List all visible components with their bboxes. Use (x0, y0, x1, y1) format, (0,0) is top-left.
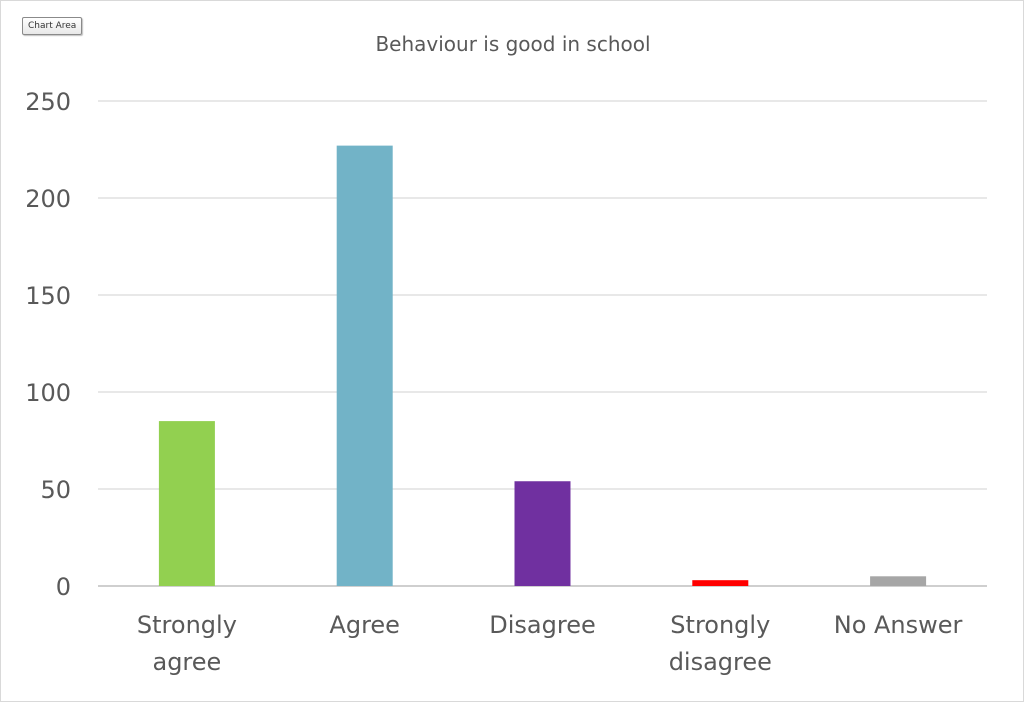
bar-no-answer[interactable] (870, 576, 927, 586)
y-tick-label: 150 (25, 282, 71, 310)
y-tick-label: 250 (25, 88, 71, 116)
y-axis-ticks: 0 50 100 150 200 250 (25, 88, 71, 601)
x-tick-label: No Answer (834, 611, 963, 639)
x-tick-label: Disagree (489, 611, 595, 639)
y-tick-label: 200 (25, 185, 71, 213)
y-tick-label: 0 (56, 573, 71, 601)
x-tick-label: Agree (329, 611, 400, 639)
y-tick-label: 50 (40, 476, 71, 504)
y-tick-label: 100 (25, 379, 71, 407)
chart-area-tooltip: Chart Area (22, 17, 83, 35)
bars (158, 145, 927, 586)
x-axis-ticks: Strongly agree Agree Disagree Strongly disagr… (137, 611, 963, 676)
bar-agree[interactable] (336, 145, 393, 586)
x-tick-label: Strongly agree (137, 611, 237, 676)
chart-title: Behaviour is good in school (375, 32, 650, 56)
bar-disagree[interactable] (514, 481, 571, 586)
bar-strongly-disagree[interactable] (692, 580, 749, 586)
x-tick-label: Strongly disagree (669, 611, 772, 676)
bar-strongly-agree[interactable] (158, 421, 215, 586)
